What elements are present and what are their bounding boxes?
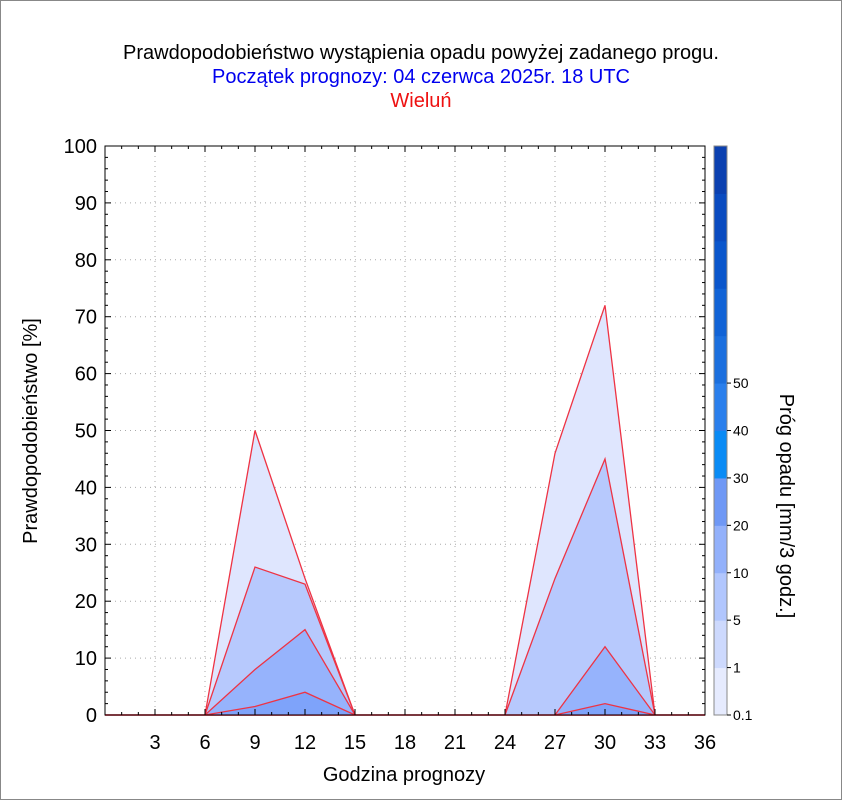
colorbar-tick-label: 10 — [733, 565, 749, 581]
colorbar-segment — [714, 430, 727, 479]
colorbar-tick-label: 5 — [733, 612, 741, 628]
x-tick-label: 36 — [694, 732, 716, 754]
y-tick-label: 90 — [75, 193, 97, 215]
x-tick-label: 18 — [394, 732, 416, 754]
colorbar-segment — [714, 335, 727, 384]
colorbar-tick-label: 30 — [733, 470, 749, 486]
x-tick-label: 27 — [544, 732, 566, 754]
y-tick-label: 60 — [75, 364, 97, 386]
x-tick-label: 21 — [444, 732, 466, 754]
y-tick-label: 100 — [64, 136, 97, 158]
y-tick-label: 20 — [75, 591, 97, 613]
chart-title: Prawdopodobieństwo wystąpienia opadu pow… — [123, 42, 719, 64]
x-tick-label: 3 — [149, 732, 160, 754]
colorbar-tick-label: 50 — [733, 375, 749, 391]
x-axis-label: Godzina prognozy — [323, 764, 485, 786]
y-tick-label: 40 — [75, 477, 97, 499]
forecast-start-subtitle: Początek prognozy: 04 czerwca 2025r. 18 … — [212, 66, 630, 88]
x-tick-label: 24 — [494, 732, 516, 754]
colorbar-label: Próg opadu [mm/3 godz.] — [775, 394, 797, 619]
x-tick-label: 6 — [199, 732, 210, 754]
y-axis-label: Prawdopodobieństwo [%] — [20, 318, 42, 544]
x-tick-label: 33 — [644, 732, 666, 754]
colorbar-segment — [714, 477, 727, 526]
colorbar-segment — [714, 572, 727, 621]
colorbar-segment — [714, 383, 727, 431]
colorbar-tick-label: 0.1 — [733, 707, 753, 723]
colorbar: 0.1 1 5 10 20 30 40 50 — [713, 145, 753, 723]
y-tick-label: 10 — [75, 648, 97, 670]
colorbar-tick-label: 20 — [733, 517, 749, 533]
y-tick-label: 30 — [75, 534, 97, 556]
colorbar-tick-label: 40 — [733, 423, 749, 439]
colorbar-segment — [714, 620, 727, 669]
colorbar-segment — [714, 288, 727, 337]
x-tick-label: 30 — [594, 732, 616, 754]
y-tick-label: 80 — [75, 250, 97, 272]
x-tick-label: 12 — [294, 732, 316, 754]
colorbar-segment — [714, 146, 727, 194]
colorbar-segment — [714, 525, 727, 574]
colorbar-segment — [714, 193, 727, 242]
colorbar-segment — [714, 667, 727, 716]
station-name: Wieluń — [390, 90, 452, 112]
x-tick-label: 15 — [344, 732, 366, 754]
x-tick-label: 9 — [249, 732, 260, 754]
y-tick-label: 0 — [86, 705, 97, 727]
y-tick-label: 50 — [75, 421, 97, 443]
y-tick-label: 70 — [75, 307, 97, 329]
colorbar-segment — [714, 240, 727, 289]
colorbar-tick-label: 1 — [733, 660, 741, 676]
